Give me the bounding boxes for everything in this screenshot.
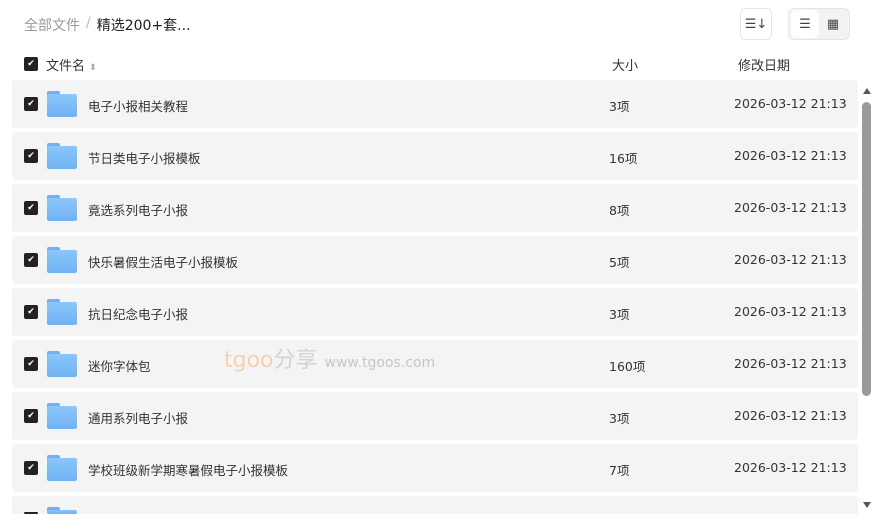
file-name[interactable]: 抗日纪念电子小报 [88, 307, 189, 322]
table-row[interactable]: ✔ 迷你字体包 160项 2026-03-12 21:13 [12, 340, 858, 388]
folder-icon [47, 455, 77, 481]
column-name[interactable]: 文件名 ⬍ [46, 59, 97, 74]
breadcrumb-current: 精选200+套... [96, 18, 191, 34]
select-all-checkbox[interactable]: ✔ [24, 57, 38, 71]
file-date: 2026-03-12 21:13 [734, 460, 847, 475]
folder-icon [47, 403, 77, 429]
breadcrumb: 全部文件 / 精选200+套... [24, 15, 191, 35]
file-size: 7项 [609, 463, 630, 478]
table-row[interactable]: ✔ 学校班级新学期寒暑假电子小报模板 7项 2026-03-12 21:13 [12, 444, 858, 492]
file-date: 2026-03-12 21:13 [734, 148, 847, 163]
file-name[interactable]: 电子小报相关教程 [88, 99, 189, 114]
file-size: 3项 [609, 307, 630, 322]
file-name[interactable]: 学校班级新学期寒暑假电子小报模板 [88, 463, 289, 478]
table-row[interactable]: ✔ 电子小报相关教程 3项 2026-03-12 21:13 [12, 80, 858, 128]
row-checkbox[interactable]: ✔ [24, 357, 38, 371]
folder-icon [47, 91, 77, 117]
sort-button[interactable]: ☰↓ [740, 8, 772, 40]
folder-icon [47, 351, 77, 377]
file-date: 2026-03-12 21:13 [734, 200, 847, 215]
file-date: 2026-03-12 21:13 [734, 252, 847, 267]
sort-lines-icon: ☰↓ [744, 16, 768, 32]
file-size: 3项 [609, 411, 630, 426]
scrollbar-thumb[interactable] [862, 102, 871, 396]
scroll-up-icon[interactable] [863, 88, 871, 94]
file-date: 2026-03-12 21:13 [734, 96, 847, 111]
file-name[interactable]: 竟选系列电子小报 [88, 203, 189, 218]
file-size: 160项 [609, 359, 646, 374]
file-name[interactable]: 节日类电子小报模板 [88, 151, 201, 166]
breadcrumb-separator: / [86, 15, 91, 31]
column-size[interactable]: 大小 [612, 59, 639, 74]
grid-view-icon[interactable]: ▦ [826, 16, 840, 32]
row-checkbox[interactable]: ✔ [24, 201, 38, 215]
folder-icon [47, 195, 77, 221]
row-checkbox[interactable]: ✔ [24, 149, 38, 163]
row-checkbox[interactable]: ✔ [24, 409, 38, 423]
file-size: 3项 [609, 99, 630, 114]
file-name[interactable]: 快乐暑假生活电子小报模板 [88, 255, 239, 270]
folder-icon [47, 507, 77, 514]
column-date[interactable]: 修改日期 [738, 59, 791, 74]
file-name[interactable]: 通用系列电子小报 [88, 411, 189, 426]
list-view-icon[interactable]: ☰ [791, 10, 819, 38]
row-checkbox[interactable]: ✔ [24, 305, 38, 319]
table-row[interactable]: ✔ 通用系列电子小报 3项 2026-03-12 21:13 [12, 392, 858, 440]
table-row[interactable]: ✔ 快乐暑假生活电子小报模板 5项 2026-03-12 21:13 [12, 236, 858, 284]
table-row[interactable]: ✔ 节日类电子小报模板 16项 2026-03-12 21:13 [12, 132, 858, 180]
row-checkbox[interactable]: ✔ [24, 253, 38, 267]
folder-icon [47, 299, 77, 325]
row-checkbox[interactable]: ✔ [24, 461, 38, 475]
table-row[interactable]: ✔ 抗日纪念电子小报 3项 2026-03-12 21:13 [12, 288, 858, 336]
scrollbar[interactable] [862, 86, 872, 510]
table-row[interactable]: ✔ 竟选系列电子小报 8项 2026-03-12 21:13 [12, 184, 858, 232]
file-date: 2026-03-12 21:13 [734, 304, 847, 319]
sort-arrows-icon: ⬍ [89, 63, 97, 73]
folder-icon [47, 143, 77, 169]
scroll-down-icon[interactable] [863, 502, 871, 508]
file-size: 5项 [609, 255, 630, 270]
file-name[interactable]: 迷你字体包 [88, 359, 151, 374]
view-toggle: ☰ ▦ [788, 8, 850, 40]
file-size: 8项 [609, 203, 630, 218]
row-checkbox[interactable]: ✔ [24, 512, 38, 514]
table-row[interactable]: ✔ [12, 496, 858, 514]
breadcrumb-root[interactable]: 全部文件 [24, 18, 80, 34]
file-size: 16项 [609, 151, 638, 166]
row-checkbox[interactable]: ✔ [24, 97, 38, 111]
table-header: ✔ 文件名 ⬍ 大小 修改日期 [24, 55, 874, 74]
file-date: 2026-03-12 21:13 [734, 356, 847, 371]
file-date: 2026-03-12 21:13 [734, 408, 847, 423]
folder-icon [47, 247, 77, 273]
